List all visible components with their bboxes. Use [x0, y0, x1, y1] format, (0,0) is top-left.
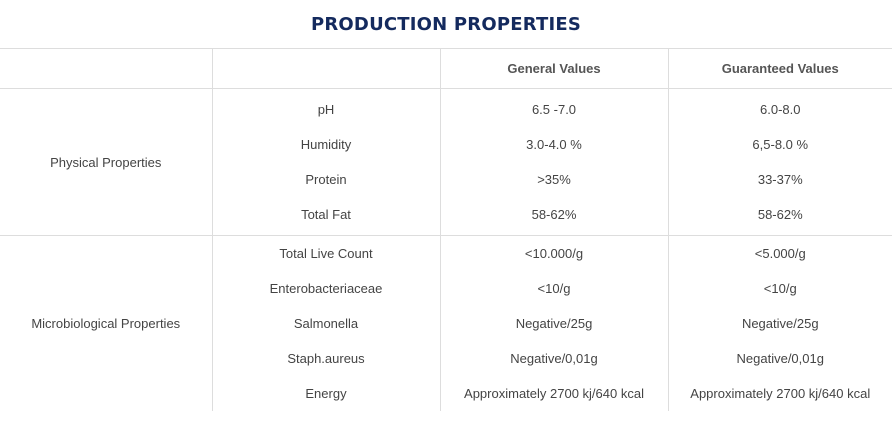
guaranteed-value: 33-37% [667, 162, 892, 197]
general-value: 58-62% [439, 197, 668, 232]
header-cell-guaranteed-values: Guaranteed Values [667, 48, 892, 89]
header-cell-property [211, 48, 440, 89]
table-row: Enterobacteriaceae <10/g <10/g [0, 271, 892, 306]
table-row: Physical Properties pH 6.5 -7.0 6.0-8.0 [0, 92, 892, 170]
general-value: <10.000/g [439, 235, 668, 271]
property-name: Total Fat [211, 197, 440, 232]
group-label-physical: Physical Properties [50, 154, 162, 170]
general-value: <10/g [439, 271, 668, 306]
table-row: Microbiological Properties Total Live Co… [0, 235, 892, 411]
guaranteed-value: <5.000/g [667, 235, 892, 271]
property-name: Total Live Count [211, 235, 440, 271]
general-value: Approximately 2700 kj/640 kcal [439, 376, 668, 411]
property-name: Protein [211, 162, 440, 197]
properties-table: General Values Guaranteed Values Physica… [0, 48, 892, 411]
general-value: 3.0-4.0 % [439, 127, 668, 162]
table-row: Staph.aureus Negative/0,01g Negative/0,0… [0, 341, 892, 376]
header-cell-group [0, 48, 212, 89]
header-cell-general-values: General Values [439, 48, 668, 89]
guaranteed-value: 6,5-8.0 % [667, 127, 892, 162]
general-value: Negative/0,01g [439, 341, 668, 376]
property-name: pH [211, 92, 440, 127]
property-name: Staph.aureus [211, 341, 440, 376]
table-row: Total Fat 58-62% 58-62% [0, 197, 892, 232]
table-row: Energy Approximately 2700 kj/640 kcal Ap… [0, 376, 892, 411]
group-label-microbiological: Microbiological Properties [0, 235, 212, 411]
guaranteed-value: Approximately 2700 kj/640 kcal [667, 376, 892, 411]
property-name: Enterobacteriaceae [211, 271, 440, 306]
table-row: Salmonella Negative/25g Negative/25g [0, 306, 892, 341]
property-name: Humidity [211, 127, 440, 162]
general-value: 6.5 -7.0 [439, 92, 668, 127]
property-name: Energy [211, 376, 440, 411]
guaranteed-value: 58-62% [667, 197, 892, 232]
page-title: PRODUCTION PROPERTIES [310, 13, 582, 35]
guaranteed-value: 6.0-8.0 [667, 92, 892, 127]
general-value: Negative/25g [439, 306, 668, 341]
guaranteed-value: <10/g [667, 271, 892, 306]
guaranteed-value: Negative/0,01g [667, 341, 892, 376]
general-value: >35% [439, 162, 668, 197]
table-row: Protein >35% 33-37% [0, 162, 892, 197]
property-name: Salmonella [211, 306, 440, 341]
table-header-row: General Values Guaranteed Values [0, 48, 892, 89]
guaranteed-value: Negative/25g [667, 306, 892, 341]
table-row: Humidity 3.0-4.0 % 6,5-8.0 % [0, 127, 892, 162]
